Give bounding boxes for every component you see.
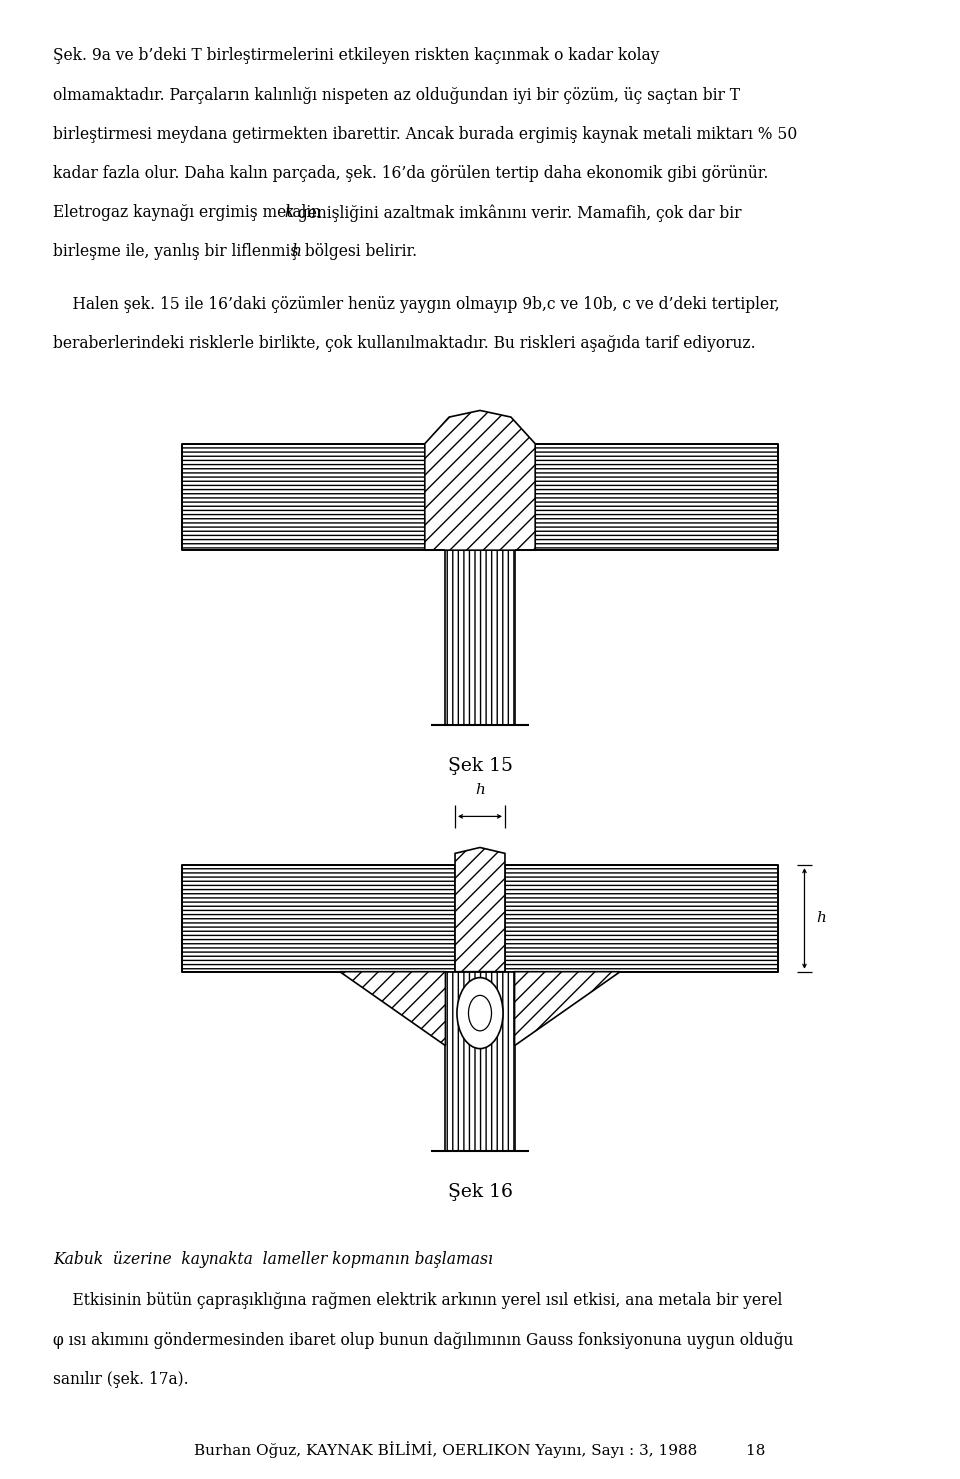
Text: birleştirmesi meydana getirmekten ibarettir. Ancak burada ergimiş kaynak metali : birleştirmesi meydana getirmekten ibaret…: [53, 126, 797, 142]
Text: Şek. 9a ve b’deki T birleştirmelerini etkileyen riskten kaçınmak o kadar kolay: Şek. 9a ve b’deki T birleştirmelerini et…: [53, 47, 660, 64]
Text: sanılır (şek. 17a).: sanılır (şek. 17a).: [53, 1371, 188, 1387]
Text: birleşme ile, yanlış bir liflenmiş: birleşme ile, yanlış bir liflenmiş: [53, 243, 303, 260]
Text: beraberlerindeki risklerle birlikte, çok kullanılmaktadır. Bu riskleri aşağıda t: beraberlerindeki risklerle birlikte, çok…: [53, 336, 756, 352]
Circle shape: [468, 995, 492, 1031]
Text: genişliğini azaltmak imkânını verir. Mamafih, çok dar bir: genişliğini azaltmak imkânını verir. Mam…: [293, 204, 742, 222]
Bar: [505, 865, 778, 972]
Text: h: h: [475, 784, 485, 797]
Text: Burhan Oğuz, KAYNAK BİLİMİ, OERLIKON Yayını, Sayı : 3, 1988          18: Burhan Oğuz, KAYNAK BİLİMİ, OERLIKON Yay…: [194, 1442, 766, 1458]
Text: k: k: [284, 204, 294, 220]
Text: Şek 16: Şek 16: [447, 1183, 513, 1201]
Bar: [182, 865, 455, 972]
Polygon shape: [515, 972, 620, 1046]
Bar: [536, 444, 778, 550]
Text: Etkisinin bütün çapraşıklığına rağmen elektrik arkının yerel ısıl etkisi, ana me: Etkisinin bütün çapraşıklığına rağmen el…: [53, 1293, 782, 1309]
Text: kadar fazla olur. Daha kalın parçada, şek. 16’da görülen tertip daha ekonomik gi: kadar fazla olur. Daha kalın parçada, şe…: [53, 166, 768, 182]
Bar: [182, 444, 424, 550]
Polygon shape: [455, 847, 505, 972]
Polygon shape: [424, 411, 536, 550]
Bar: [445, 972, 515, 1151]
Text: h: h: [816, 911, 826, 926]
Text: olmamaktadır. Parçaların kalınlığı nispeten az olduğundan iyi bir çözüm, üç saçt: olmamaktadır. Parçaların kalınlığı nispe…: [53, 87, 740, 104]
Circle shape: [457, 978, 503, 1049]
Text: bölgesi belirir.: bölgesi belirir.: [300, 243, 418, 260]
Bar: [445, 550, 515, 725]
Text: Eletrogaz kaynağı ergimiş metalin: Eletrogaz kaynağı ergimiş metalin: [53, 204, 325, 220]
Text: Kabuk  üzerine  kaynakta  lameller kopmanın başlaması: Kabuk üzerine kaynakta lameller kopmanın…: [53, 1251, 492, 1268]
Text: h: h: [292, 243, 301, 260]
Text: Halen şek. 15 ile 16’daki çözümler henüz yaygın olmayıp 9b,c ve 10b, c ve d’deki: Halen şek. 15 ile 16’daki çözümler henüz…: [53, 296, 780, 314]
Text: Şek 15: Şek 15: [447, 757, 513, 775]
Text: φ ısı akımını göndermesinden ibaret olup bunun dağılımının Gauss fonksiyonuna uy: φ ısı akımını göndermesinden ibaret olup…: [53, 1331, 793, 1349]
Polygon shape: [340, 972, 445, 1046]
